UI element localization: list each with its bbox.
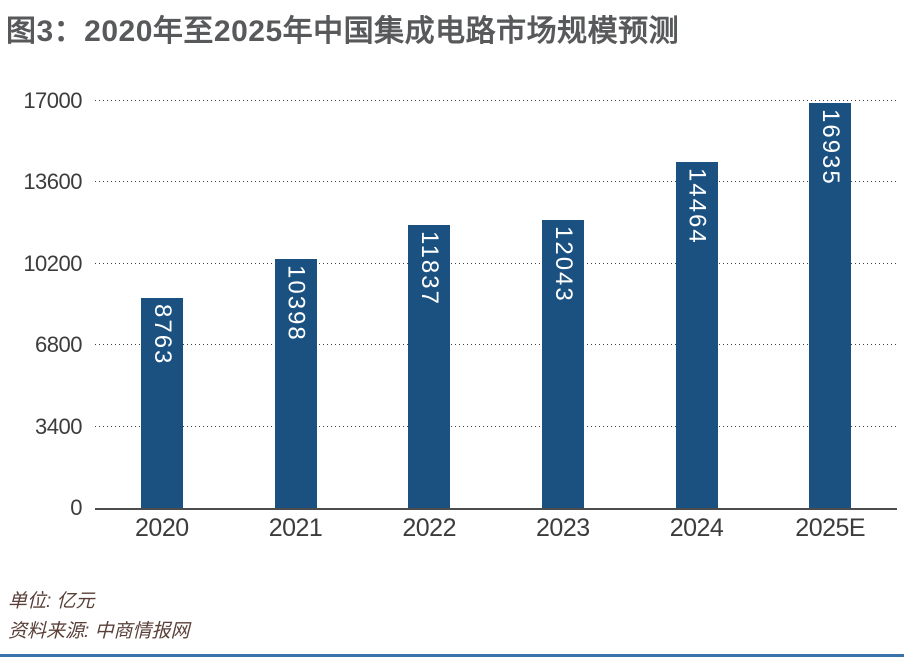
bar-2023: 12043 xyxy=(541,219,584,508)
bar-2021: 10398 xyxy=(274,259,317,508)
bar-slot: 8763 xyxy=(95,101,229,508)
y-tick-label: 17000 xyxy=(23,88,82,113)
bar-slot: 14464 xyxy=(630,101,764,508)
bottom-accent-line xyxy=(0,654,904,657)
y-tick-label: 13600 xyxy=(23,169,82,195)
y-tick-label: 6800 xyxy=(35,332,82,358)
y-tick-label: 0 xyxy=(70,495,82,520)
bar-value-label: 8763 xyxy=(148,304,176,366)
bar-value-label: 16935 xyxy=(817,108,845,186)
x-tick-label-2022: 2022 xyxy=(402,514,456,542)
plot-area: 8763 10398 11837 12043 14464 16935 xyxy=(95,100,897,510)
bar-value-label: 10398 xyxy=(282,265,310,342)
bar-slot: 12043 xyxy=(496,101,630,508)
x-tick-label-2020: 2020 xyxy=(135,514,189,542)
chart-title: 图3：2020年至2025年中国集成电路市场规模预测 xyxy=(6,15,680,48)
gridline xyxy=(95,181,897,183)
x-axis-labels: 2020 2021 2022 2023 2024 2025E xyxy=(95,514,897,543)
y-axis-labels: 0 3400 6800 10200 13600 17000 xyxy=(0,88,82,520)
y-tick-label: 3400 xyxy=(35,413,82,439)
bar-2025E: 16935 xyxy=(809,102,852,508)
bar-slot: 16935 xyxy=(763,101,897,508)
x-tick-label-2025E: 2025E xyxy=(795,514,866,542)
x-tick-label-2023: 2023 xyxy=(536,514,590,542)
bar-value-label: 14464 xyxy=(683,167,711,245)
bar-2020: 8763 xyxy=(140,298,183,508)
gridline xyxy=(95,425,897,427)
x-tick-label-2024: 2024 xyxy=(669,514,724,542)
bar-value-label: 11837 xyxy=(416,230,444,306)
bar-slot: 10398 xyxy=(229,101,363,508)
x-tick-label-2021: 2021 xyxy=(268,514,323,542)
gridline xyxy=(95,100,897,101)
bar-2024: 14464 xyxy=(675,161,718,508)
bars-row: 8763 10398 11837 12043 14464 16935 xyxy=(95,101,897,508)
source-label: 资料来源: 中商情报网 xyxy=(8,621,190,642)
y-tick-label: 10200 xyxy=(23,250,82,276)
gridline xyxy=(95,344,897,346)
bar-slot: 11837 xyxy=(362,101,496,508)
bar-2022: 11837 xyxy=(408,224,451,508)
bar-value-label: 12043 xyxy=(549,225,577,303)
gridline xyxy=(95,262,897,264)
unit-label: 单位: 亿元 xyxy=(8,591,95,612)
